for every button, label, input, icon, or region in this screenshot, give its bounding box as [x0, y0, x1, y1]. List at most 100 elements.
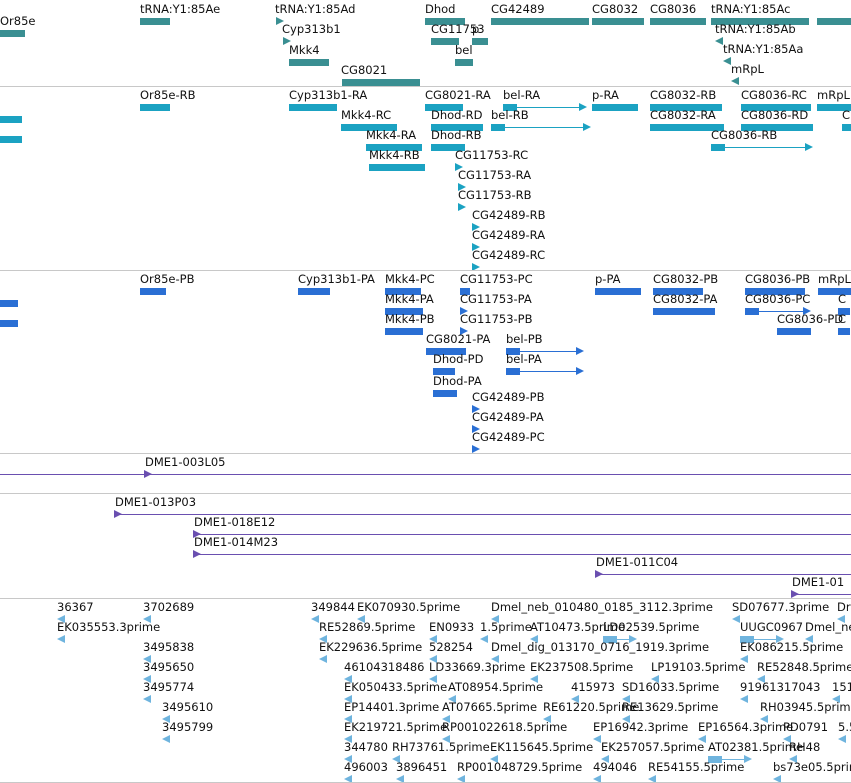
feature-glyph	[592, 18, 644, 25]
feature-label: Dhod-PA	[433, 374, 482, 388]
clone-span-line	[194, 554, 851, 555]
strand-arrow-icon	[396, 775, 404, 782]
strand-arrow-icon	[442, 735, 450, 743]
feature-label: CG8036-RC	[741, 88, 807, 102]
feature-label: 3896451	[396, 760, 448, 774]
feature-glyph	[595, 288, 641, 295]
strand-arrow-icon	[448, 695, 456, 703]
strand-arrow-icon	[472, 445, 480, 453]
feature-label: EN0933	[429, 620, 475, 634]
feature-glyph	[425, 104, 463, 111]
feature-label: CG42489-PB	[472, 390, 545, 404]
feature-label: 3495838	[143, 640, 195, 654]
feature-glyph	[741, 124, 813, 131]
feature-glyph	[653, 308, 715, 315]
strand-arrow-icon	[460, 327, 468, 335]
feature-label: Mkk4-RA	[366, 128, 417, 142]
strand-arrow-icon	[579, 103, 587, 111]
feature-glyph	[385, 308, 423, 315]
feature-label: DME1-018E12	[194, 515, 276, 529]
feature-exon	[708, 756, 722, 763]
feature-label: C	[838, 312, 847, 326]
feature-label: Cyp313b1	[282, 22, 341, 36]
feature-glyph	[385, 288, 421, 295]
clone-end-arrow-icon	[595, 570, 603, 578]
feature-glyph	[289, 104, 337, 111]
clone-end-arrow-icon	[791, 590, 799, 598]
strand-arrow-icon	[740, 655, 748, 663]
feature-label: UUGC0967	[740, 620, 804, 634]
strand-arrow-icon	[838, 735, 846, 743]
feature-glyph	[289, 59, 329, 66]
feature-glyph	[431, 144, 465, 151]
strand-arrow-icon	[593, 775, 601, 782]
feature-glyph	[817, 18, 851, 25]
feature-label: 496003	[344, 760, 388, 774]
strand-arrow-icon	[357, 615, 365, 623]
strand-arrow-icon	[601, 755, 609, 763]
feature-label: EK115645.5prime	[490, 740, 594, 754]
clone-end-arrow-icon	[193, 550, 201, 558]
feature-label: 3495799	[162, 720, 214, 734]
feature-label: CG11753-PC	[460, 272, 533, 286]
feature-label: 36367	[57, 600, 94, 614]
clone-end-arrow-icon	[144, 470, 152, 478]
feature-exon	[491, 124, 505, 131]
feature-label: EK050433.5prime	[344, 680, 448, 694]
feature-label: Or85e	[0, 14, 36, 28]
feature-label: CG8032-RB	[650, 88, 717, 102]
strand-arrow-icon	[530, 635, 538, 643]
feature-label: CG8036-RB	[711, 128, 778, 142]
feature-label: Mkk4-PA	[385, 292, 434, 306]
strand-arrow-icon	[460, 307, 468, 315]
feature-label: 3495610	[162, 700, 214, 714]
strand-arrow-icon	[319, 655, 327, 663]
clone-span-line	[0, 474, 851, 475]
strand-arrow-icon	[57, 635, 65, 643]
strand-arrow-icon	[143, 675, 151, 683]
feature-label: 46104318486	[344, 660, 425, 674]
feature-intron-line	[503, 107, 583, 108]
feature-label: AT08954.5prime	[448, 680, 544, 694]
feature-label: EK219721.5prime	[344, 720, 448, 734]
feature-label: DME1-013P03	[115, 495, 197, 509]
feature-label: 91961317043	[740, 680, 821, 694]
strand-arrow-icon	[344, 675, 352, 683]
feature-label: p-PA	[595, 272, 621, 286]
feature-label: RE61220.5prime	[543, 700, 640, 714]
feature-label: LD33669.3prime	[429, 660, 526, 674]
feature-label: LP19103.5prime	[651, 660, 746, 674]
feature-glyph	[650, 104, 722, 111]
strand-arrow-icon	[472, 405, 480, 413]
feature-label: LD02539.5prime	[603, 620, 700, 634]
feature-label: Dhod-RB	[431, 128, 482, 142]
strand-arrow-icon	[744, 755, 752, 763]
feature-label: RE13629.5prime	[622, 700, 719, 714]
feature-label: Cyp313b1-RA	[289, 88, 368, 102]
feature-glyph	[341, 124, 397, 131]
feature-label: Dhod-RD	[431, 108, 483, 122]
feature-label: 528254	[429, 640, 473, 654]
feature-label: 415973	[571, 680, 615, 694]
feature-label: CG8032-PA	[653, 292, 718, 306]
feature-label: bel-PB	[506, 332, 543, 346]
feature-label: bel	[455, 43, 473, 57]
track-ests: 36367 3702689 EK035553.3prime 3495838 349565…	[0, 599, 851, 783]
strand-arrow-icon	[319, 635, 327, 643]
feature-glyph	[842, 124, 851, 131]
strand-arrow-icon	[344, 775, 352, 782]
strand-arrow-icon	[651, 675, 659, 683]
feature-label: 349844	[311, 600, 355, 614]
feature-label: C	[838, 292, 847, 306]
feature-label: DME1-014M23	[194, 535, 279, 549]
clone-span-line	[194, 534, 851, 535]
strand-arrow-icon	[740, 695, 748, 703]
feature-label: Mkk4	[289, 43, 320, 57]
feature-label: RH03945.5prime	[760, 700, 851, 714]
feature-exon	[711, 144, 725, 151]
strand-arrow-icon	[143, 655, 151, 663]
clone-end-arrow-icon	[114, 510, 122, 518]
feature-glyph	[455, 59, 473, 66]
feature-exon	[503, 104, 517, 111]
strand-arrow-icon	[837, 615, 845, 623]
